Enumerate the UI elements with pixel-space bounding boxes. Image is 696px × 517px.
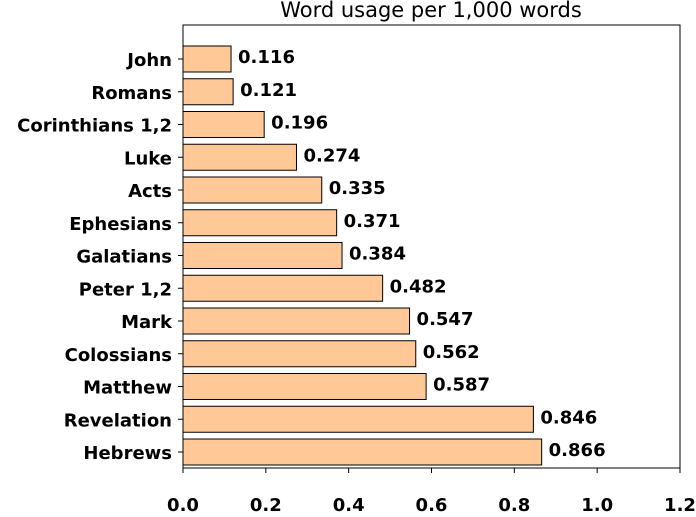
- y-tick-label: Luke: [124, 148, 172, 169]
- bar: [182, 405, 534, 433]
- y-tick-label: Acts: [128, 181, 172, 202]
- y-tick-label: Matthew: [83, 378, 172, 399]
- value-label: 0.562: [423, 342, 480, 363]
- y-tick-label: Revelation: [64, 410, 172, 431]
- y-tick-label: Hebrews: [83, 443, 172, 464]
- bar: [182, 438, 543, 466]
- x-tick-label: 1.2: [664, 495, 696, 516]
- value-label: 0.846: [540, 407, 597, 428]
- bar: [182, 143, 297, 171]
- bar: [182, 242, 343, 269]
- value-label: 0.587: [433, 375, 490, 396]
- y-tick-label: John: [125, 50, 172, 71]
- x-tick-label: 0.8: [498, 495, 530, 516]
- value-label: 0.866: [549, 440, 606, 461]
- y-tick-label: Peter 1,2: [79, 279, 172, 300]
- value-label: 0.482: [390, 276, 447, 297]
- value-label: 0.196: [271, 113, 328, 134]
- bar: [182, 111, 265, 138]
- value-label: 0.335: [329, 178, 386, 199]
- value-label: 0.371: [344, 211, 401, 232]
- bar: [182, 78, 234, 106]
- value-label: 0.547: [417, 309, 474, 330]
- y-tick-label: Ephesians: [69, 214, 172, 235]
- y-tick-label: Romans: [91, 83, 172, 104]
- bar: [182, 373, 427, 400]
- bar: [182, 274, 384, 302]
- y-tick-label: Corinthians 1,2: [17, 116, 172, 137]
- x-tick-label: 0.0: [167, 495, 199, 516]
- value-label: 0.121: [240, 80, 297, 101]
- value-label: 0.384: [349, 244, 406, 265]
- value-label: 0.116: [238, 47, 295, 68]
- bar: [182, 45, 232, 73]
- x-tick-label: 0.2: [250, 495, 282, 516]
- bar: [182, 176, 323, 204]
- y-tick-label: Mark: [121, 312, 173, 333]
- bar: [182, 209, 338, 237]
- bar: [182, 307, 411, 335]
- y-tick-label: Colossians: [65, 345, 172, 366]
- x-tick-label: 1.0: [581, 495, 613, 516]
- chart-title: Word usage per 1,000 words: [280, 0, 582, 22]
- bar: [182, 340, 417, 368]
- value-label: 0.274: [303, 145, 360, 166]
- y-tick-label: Galatians: [76, 247, 172, 268]
- x-tick-label: 0.4: [333, 495, 365, 516]
- x-tick-label: 0.6: [416, 495, 448, 516]
